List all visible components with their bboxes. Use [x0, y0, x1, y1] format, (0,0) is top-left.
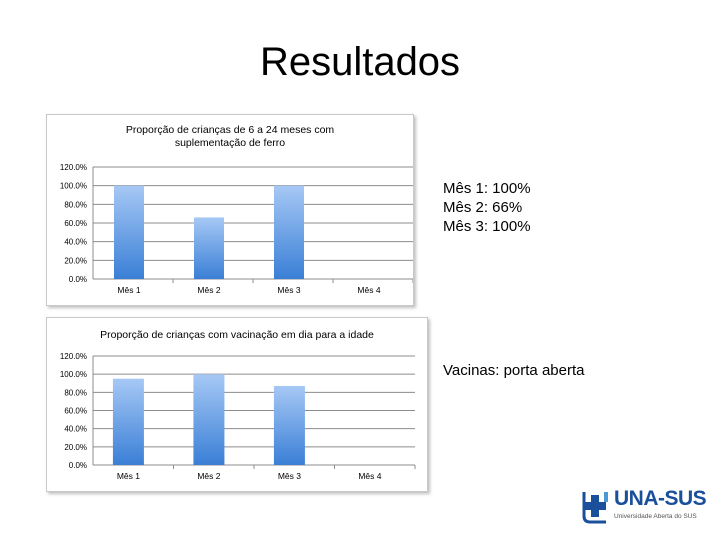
- chart-iron-svg: 0.0% 20.0% 40.0% 60.0% 80.0% 100.0% 120.0% Mês …: [60, 163, 413, 295]
- x-tick-label: Mês 3: [278, 471, 301, 481]
- bar: [193, 374, 225, 465]
- y-tick-label: 40.0%: [64, 238, 87, 247]
- logo-subtitle: Universidade Aberta do SUS: [614, 513, 697, 520]
- vaccine-note: Vacinas: porta aberta: [443, 362, 585, 379]
- chart-title: Proporção de crianças com vacinação em d…: [100, 329, 374, 341]
- note-line-month-1: Mês 1: 100%: [443, 180, 531, 197]
- bar: [274, 185, 304, 279]
- x-tick-label: Mês 4: [357, 285, 380, 295]
- chart-title-line-2: suplementação de ferro: [174, 137, 286, 149]
- chart-title: Proporção de crianças de 6 a 24 meses co…: [47, 124, 413, 150]
- results-note: Mês 1: 100% Mês 2: 66% Mês 3: 100%: [443, 179, 531, 236]
- x-tick-label: Mês 2: [197, 471, 220, 481]
- una-sus-logo: UNA-SUS Universidade Aberta do SUS: [580, 486, 710, 526]
- chart-iron-supplementation: 0.0% 20.0% 40.0% 60.0% 80.0% 100.0% 120.0% Mês …: [46, 114, 414, 306]
- y-tick-label: 60.0%: [64, 219, 87, 228]
- y-tick-label: 80.0%: [64, 388, 87, 397]
- y-tick-label: 0.0%: [69, 275, 87, 284]
- bar: [114, 185, 144, 279]
- y-tick-label: 120.0%: [60, 352, 87, 361]
- y-tick-label: 100.0%: [60, 182, 87, 191]
- chart-vaccination: 0.0% 20.0% 40.0% 60.0% 80.0% 100.0% 120.0% Mês …: [46, 317, 428, 492]
- y-tick-label: 20.0%: [64, 256, 87, 265]
- x-tick-label: Mês 2: [197, 285, 220, 295]
- bar: [273, 385, 305, 465]
- y-tick-label: 40.0%: [64, 425, 87, 434]
- y-tick-label: 120.0%: [60, 163, 87, 172]
- x-tick-label: Mês 1: [117, 285, 140, 295]
- chart-vaccination-svg: 0.0% 20.0% 40.0% 60.0% 80.0% 100.0% 120.0% Mês …: [60, 352, 416, 481]
- x-tick-label: Mês 4: [358, 471, 381, 481]
- x-tick-label: Mês 1: [117, 471, 140, 481]
- y-tick-label: 80.0%: [64, 200, 87, 209]
- page-title: Resultados: [259, 40, 461, 84]
- y-tick-label: 0.0%: [69, 461, 87, 470]
- y-tick-label: 60.0%: [64, 407, 87, 416]
- una-sus-cross-icon: [582, 492, 608, 524]
- y-tick-label: 20.0%: [64, 443, 87, 452]
- chart-title-line-1: Proporção de crianças de 6 a 24 meses co…: [125, 124, 335, 136]
- x-tick-label: Mês 3: [277, 285, 300, 295]
- bar: [112, 378, 144, 465]
- logo-text: UNA-SUS: [614, 487, 707, 510]
- y-tick-label: 100.0%: [60, 370, 87, 379]
- bar: [194, 217, 224, 279]
- note-line-month-3: Mês 3: 100%: [443, 218, 531, 235]
- note-line-month-2: Mês 2: 66%: [443, 199, 523, 216]
